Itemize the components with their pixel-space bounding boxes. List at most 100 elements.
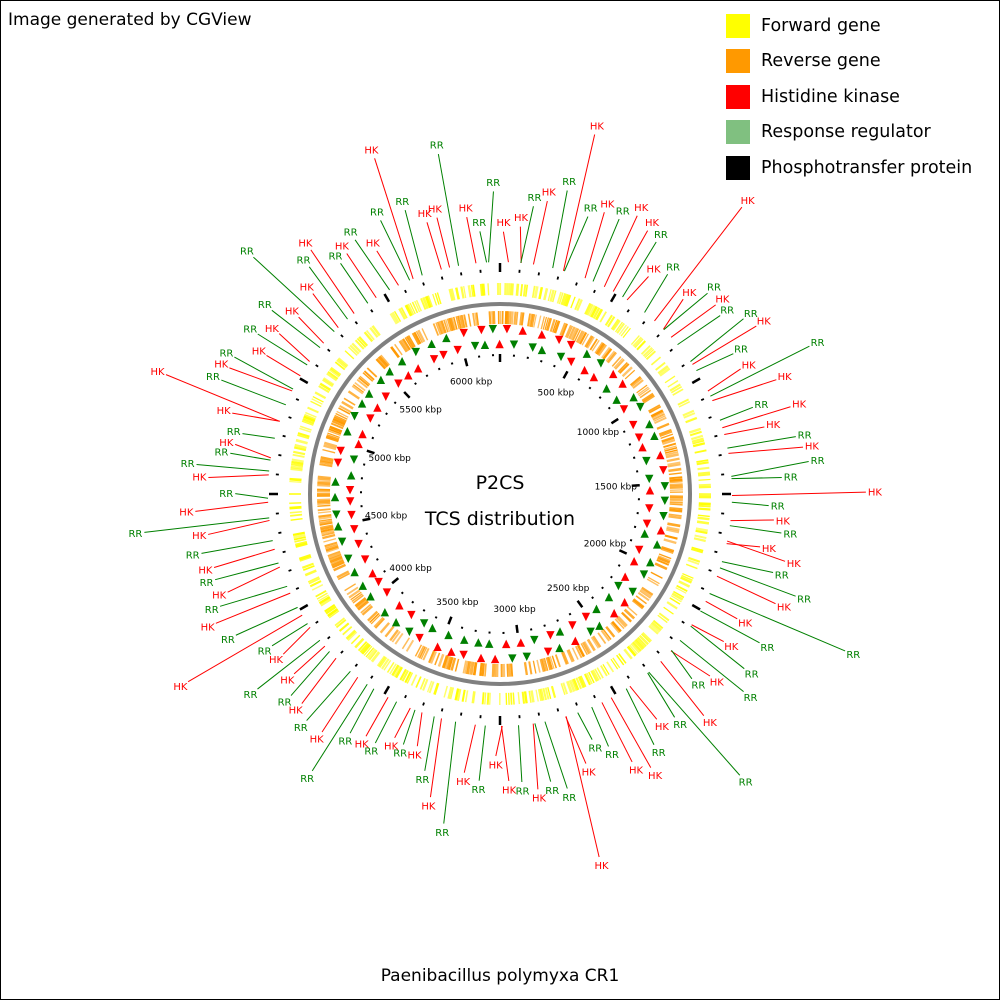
gene-label: RR <box>760 643 774 654</box>
forward-gene-mark <box>560 293 567 306</box>
forward-gene-mark <box>669 597 681 605</box>
forward-gene-mark <box>289 501 302 505</box>
reverse-gene-mark <box>398 340 409 353</box>
scale-tick <box>562 370 569 379</box>
reverse-gene-mark <box>435 322 442 336</box>
reverse-gene-mark <box>552 319 558 333</box>
forward-gene-mark <box>369 326 379 338</box>
histidine-kinase-marker <box>571 636 580 646</box>
forward-gene-mark <box>295 542 308 548</box>
gene-label: RR <box>744 693 758 704</box>
reverse-gene-mark <box>379 622 391 634</box>
gene-label: HK <box>407 750 422 761</box>
forward-gene-mark <box>294 443 307 450</box>
reverse-gene-mark <box>554 654 561 668</box>
reverse-gene-mark <box>432 323 440 336</box>
reverse-gene-mark <box>614 618 625 630</box>
reverse-gene-mark <box>475 312 480 326</box>
gene-label: RR <box>745 669 759 680</box>
legend-swatch <box>726 49 750 74</box>
histidine-kinase-marker <box>439 350 448 360</box>
reverse-gene-mark <box>341 400 354 410</box>
gene-leader-line <box>257 639 321 690</box>
outer-tick <box>440 276 444 280</box>
forward-gene-mark <box>386 661 395 673</box>
forward-gene-mark <box>471 691 476 704</box>
forward-gene-mark <box>507 283 512 296</box>
response-regulator-marker <box>332 510 341 519</box>
reverse-gene-mark <box>417 329 426 343</box>
forward-gene-mark <box>698 483 711 487</box>
outer-tick <box>708 416 712 419</box>
gene-label: HK <box>532 794 547 805</box>
scale-tick <box>556 619 559 622</box>
reverse-gene-mark <box>595 342 606 356</box>
reverse-gene-mark <box>319 522 333 526</box>
outer-tick <box>575 282 578 286</box>
reverse-gene-mark <box>551 655 557 669</box>
forward-gene-mark <box>294 540 308 546</box>
forward-gene-mark <box>398 307 407 320</box>
reverse-gene-mark <box>611 620 622 633</box>
outer-tick <box>460 712 463 716</box>
gene-leader-line <box>563 216 589 272</box>
gene-leader-line <box>426 222 442 270</box>
forward-gene-mark <box>315 590 327 598</box>
gene-label: RR <box>200 578 214 589</box>
forward-gene-mark <box>455 287 460 300</box>
scale-tick <box>422 609 426 612</box>
gene-leader-line <box>229 367 293 392</box>
forward-gene-mark <box>675 587 687 594</box>
reverse-gene-mark <box>457 315 462 329</box>
gene-label: RR <box>784 473 798 484</box>
reverse-gene-mark <box>434 652 441 666</box>
reverse-gene-mark <box>567 649 575 662</box>
histidine-kinase-marker <box>537 330 547 339</box>
gene-leader-line <box>374 701 398 744</box>
gene-leader-line <box>716 575 776 605</box>
gene-label: RR <box>616 206 630 217</box>
reverse-gene-mark <box>448 656 454 671</box>
response-regulator-marker <box>646 557 655 567</box>
reverse-gene-mark <box>350 591 362 601</box>
forward-gene-mark <box>512 692 515 705</box>
scale-tick <box>403 391 411 399</box>
forward-gene-mark <box>304 569 317 577</box>
gene-leader-line <box>629 685 658 720</box>
forward-gene-mark <box>635 638 646 649</box>
scale-tick <box>628 443 632 446</box>
forward-gene-mark <box>454 688 460 701</box>
reverse-gene-mark <box>667 461 681 467</box>
response-regulator-marker <box>405 627 414 637</box>
reverse-gene-mark <box>336 570 350 579</box>
forward-gene-mark <box>612 657 621 669</box>
reverse-gene-mark <box>320 527 334 533</box>
gene-leader-line <box>520 206 534 264</box>
forward-gene-mark <box>472 284 476 297</box>
histidine-kinase-marker <box>518 326 527 335</box>
histidine-kinase-marker <box>495 339 504 349</box>
outer-tick <box>609 685 617 695</box>
response-regulator-marker <box>640 529 649 538</box>
reverse-gene-mark <box>639 590 651 599</box>
scale-tick <box>434 616 438 619</box>
forward-gene-mark <box>406 672 414 684</box>
response-regulator-marker <box>522 652 531 662</box>
reverse-gene-mark <box>401 637 410 650</box>
scale-tick <box>540 360 543 363</box>
gene-label: HK <box>285 307 300 318</box>
outer-tick <box>626 675 630 679</box>
forward-gene-mark <box>584 302 592 315</box>
forward-gene-mark <box>368 649 378 661</box>
outer-tick <box>669 636 673 640</box>
scale-tick-label: 3000 kbp <box>493 605 536 615</box>
gene-leader-line <box>660 660 705 716</box>
gene-leader-line <box>726 543 761 548</box>
reverse-gene-mark <box>659 431 673 437</box>
gene-leader-line <box>187 614 303 683</box>
response-regulator-marker <box>343 427 352 436</box>
reverse-gene-mark <box>641 586 654 596</box>
reverse-gene-mark <box>665 450 679 456</box>
gene-leader-line <box>532 723 539 790</box>
reverse-gene-mark <box>549 656 555 670</box>
